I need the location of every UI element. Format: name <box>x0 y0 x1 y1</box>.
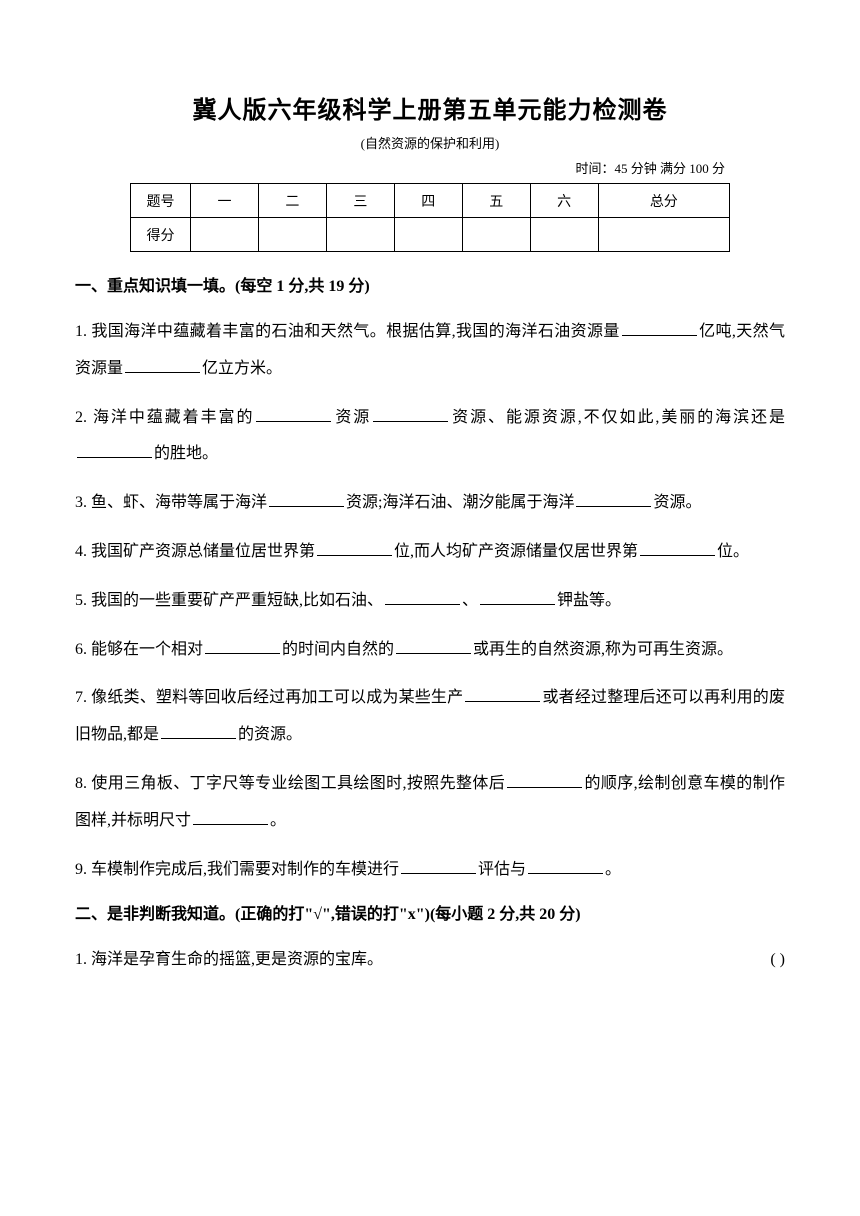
fill-blank[interactable] <box>396 636 471 654</box>
question-text: 位,而人均矿产资源储量仅居世界第 <box>394 543 638 560</box>
question-text: 钾盐等。 <box>557 592 621 609</box>
fill-blank[interactable] <box>401 856 476 874</box>
table-cell: 三 <box>326 184 394 218</box>
question-text: 的时间内自然的 <box>282 641 394 658</box>
question-4: 4. 我国矿产资源总储量位居世界第 位,而人均矿产资源储量仅居世界第 位。 <box>75 534 785 571</box>
fill-blank[interactable] <box>385 587 460 605</box>
fill-blank[interactable] <box>622 318 697 336</box>
question-text: 2. 海洋中蕴藏着丰富的 <box>75 409 254 426</box>
question-1: 1. 我国海洋中蕴藏着丰富的石油和天然气。根据估算,我国的海洋石油资源量亿吨,天… <box>75 314 785 388</box>
table-row: 得分 <box>131 218 730 252</box>
fill-blank[interactable] <box>205 636 280 654</box>
fill-blank[interactable] <box>125 355 200 373</box>
fill-blank[interactable] <box>465 684 540 702</box>
question-text: 1. 我国海洋中蕴藏着丰富的石油和天然气。根据估算,我国的海洋石油资源量 <box>75 323 620 340</box>
fill-blank[interactable] <box>373 404 448 422</box>
document-title: 冀人版六年级科学上册第五单元能力检测卷 <box>75 90 785 125</box>
question-text: 1. 海洋是孕育生命的摇篮,更是资源的宝库。 <box>75 951 383 968</box>
question-3: 3. 鱼、虾、海带等属于海洋 资源;海洋石油、潮汐能属于海洋 资源。 <box>75 485 785 522</box>
question-2: 2. 海洋中蕴藏着丰富的 资源 资源、能源资源,不仅如此,美丽的海滨还是的胜地。 <box>75 400 785 474</box>
question-9: 9. 车模制作完成后,我们需要对制作的车模进行 评估与 。 <box>75 852 785 889</box>
question-text: 、 <box>462 592 478 609</box>
fill-blank[interactable] <box>193 807 268 825</box>
score-table: 题号 一 二 三 四 五 六 总分 得分 <box>130 183 730 252</box>
fill-blank[interactable] <box>507 770 582 788</box>
question-7: 7. 像纸类、塑料等回收后经过再加工可以成为某些生产或者经过整理后还可以再利用的… <box>75 680 785 754</box>
table-cell: 四 <box>394 184 462 218</box>
table-cell[interactable] <box>326 218 394 252</box>
table-cell[interactable] <box>598 218 729 252</box>
table-cell: 六 <box>530 184 598 218</box>
question-8: 8. 使用三角板、丁字尺等专业绘图工具绘图时,按照先整体后的顺序,绘制创意车模的… <box>75 766 785 840</box>
fill-blank[interactable] <box>528 856 603 874</box>
table-cell: 总分 <box>598 184 729 218</box>
fill-blank[interactable] <box>576 489 651 507</box>
question-text: 评估与 <box>478 861 526 878</box>
question-text: 的资源。 <box>238 726 302 743</box>
question-text: 亿立方米。 <box>202 360 282 377</box>
fill-blank[interactable] <box>269 489 344 507</box>
question-text: 5. 我国的一些重要矿产严重短缺,比如石油、 <box>75 592 383 609</box>
table-cell[interactable] <box>394 218 462 252</box>
fill-blank[interactable] <box>480 587 555 605</box>
section-1-header: 一、重点知识填一填。(每空 1 分,共 19 分) <box>75 272 785 296</box>
table-cell: 题号 <box>131 184 191 218</box>
table-cell: 得分 <box>131 218 191 252</box>
question-text: 资源。 <box>653 494 701 511</box>
table-row: 题号 一 二 三 四 五 六 总分 <box>131 184 730 218</box>
question-text: 7. 像纸类、塑料等回收后经过再加工可以成为某些生产 <box>75 689 463 706</box>
question-text: 9. 车模制作完成后,我们需要对制作的车模进行 <box>75 861 399 878</box>
table-cell: 五 <box>462 184 530 218</box>
fill-blank[interactable] <box>317 538 392 556</box>
question-text: 8. 使用三角板、丁字尺等专业绘图工具绘图时,按照先整体后 <box>75 775 505 792</box>
table-cell: 二 <box>258 184 326 218</box>
question-text: 位。 <box>717 543 749 560</box>
fill-blank[interactable] <box>256 404 331 422</box>
question-text: 资源、能源资源,不仅如此,美丽的海滨还是 <box>450 409 785 426</box>
question-text: 或再生的自然资源,称为可再生资源。 <box>473 641 733 658</box>
question-6: 6. 能够在一个相对 的时间内自然的 或再生的自然资源,称为可再生资源。 <box>75 632 785 669</box>
document-subtitle: (自然资源的保护和利用) <box>75 133 785 152</box>
question-5: 5. 我国的一些重要矿产严重短缺,比如石油、 、 钾盐等。 <box>75 583 785 620</box>
question-text: 4. 我国矿产资源总储量位居世界第 <box>75 543 315 560</box>
question-text: 。 <box>605 861 621 878</box>
fill-blank[interactable] <box>161 721 236 739</box>
question-text: 的胜地。 <box>154 445 218 462</box>
question-text: 。 <box>270 812 286 829</box>
table-cell: 一 <box>191 184 259 218</box>
question-text: 资源;海洋石油、潮汐能属于海洋 <box>346 494 574 511</box>
question-text: 3. 鱼、虾、海带等属于海洋 <box>75 494 267 511</box>
fill-blank[interactable] <box>640 538 715 556</box>
fill-blank[interactable] <box>77 440 152 458</box>
time-score-info: 时间：45 分钟 满分 100 分 <box>75 158 785 177</box>
answer-paren[interactable]: ( ) <box>770 942 785 979</box>
section-2-header: 二、是非判断我知道。(正确的打"√",错误的打"x")(每小题 2 分,共 20… <box>75 900 785 924</box>
table-cell[interactable] <box>258 218 326 252</box>
question-s2-1: 1. 海洋是孕育生命的摇篮,更是资源的宝库。 ( ) <box>75 942 785 979</box>
table-cell[interactable] <box>191 218 259 252</box>
question-text: 6. 能够在一个相对 <box>75 641 203 658</box>
table-cell[interactable] <box>462 218 530 252</box>
table-cell[interactable] <box>530 218 598 252</box>
question-text: 资源 <box>333 409 371 426</box>
